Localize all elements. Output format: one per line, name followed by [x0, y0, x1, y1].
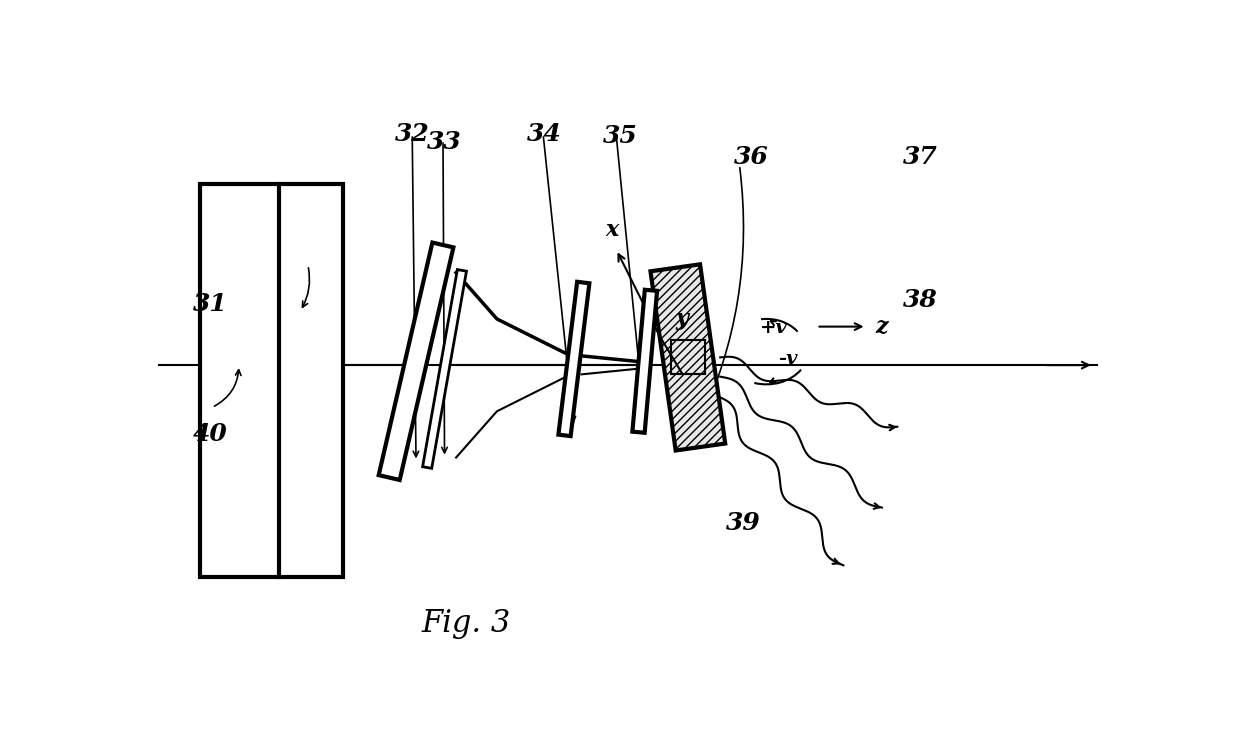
Text: 33: 33: [427, 130, 463, 154]
Bar: [201, 184, 343, 577]
Text: 31: 31: [193, 291, 228, 316]
Text: 37: 37: [903, 145, 937, 169]
Text: y: y: [676, 308, 688, 330]
Text: x: x: [606, 219, 619, 242]
Polygon shape: [651, 265, 725, 451]
Text: 35: 35: [603, 123, 637, 148]
Polygon shape: [378, 242, 454, 480]
Text: 39: 39: [725, 511, 760, 535]
Polygon shape: [423, 270, 466, 469]
Text: 38: 38: [903, 287, 937, 312]
Text: 32: 32: [394, 122, 429, 146]
Text: 34: 34: [527, 122, 562, 146]
Polygon shape: [558, 282, 589, 436]
Bar: [671, 341, 704, 375]
Text: -v: -v: [779, 350, 797, 368]
Polygon shape: [632, 290, 657, 433]
Text: 40: 40: [193, 423, 228, 446]
Text: Fig. 3: Fig. 3: [422, 607, 511, 638]
Text: 36: 36: [734, 145, 769, 169]
Text: +v: +v: [760, 319, 787, 337]
Text: z: z: [875, 316, 888, 338]
